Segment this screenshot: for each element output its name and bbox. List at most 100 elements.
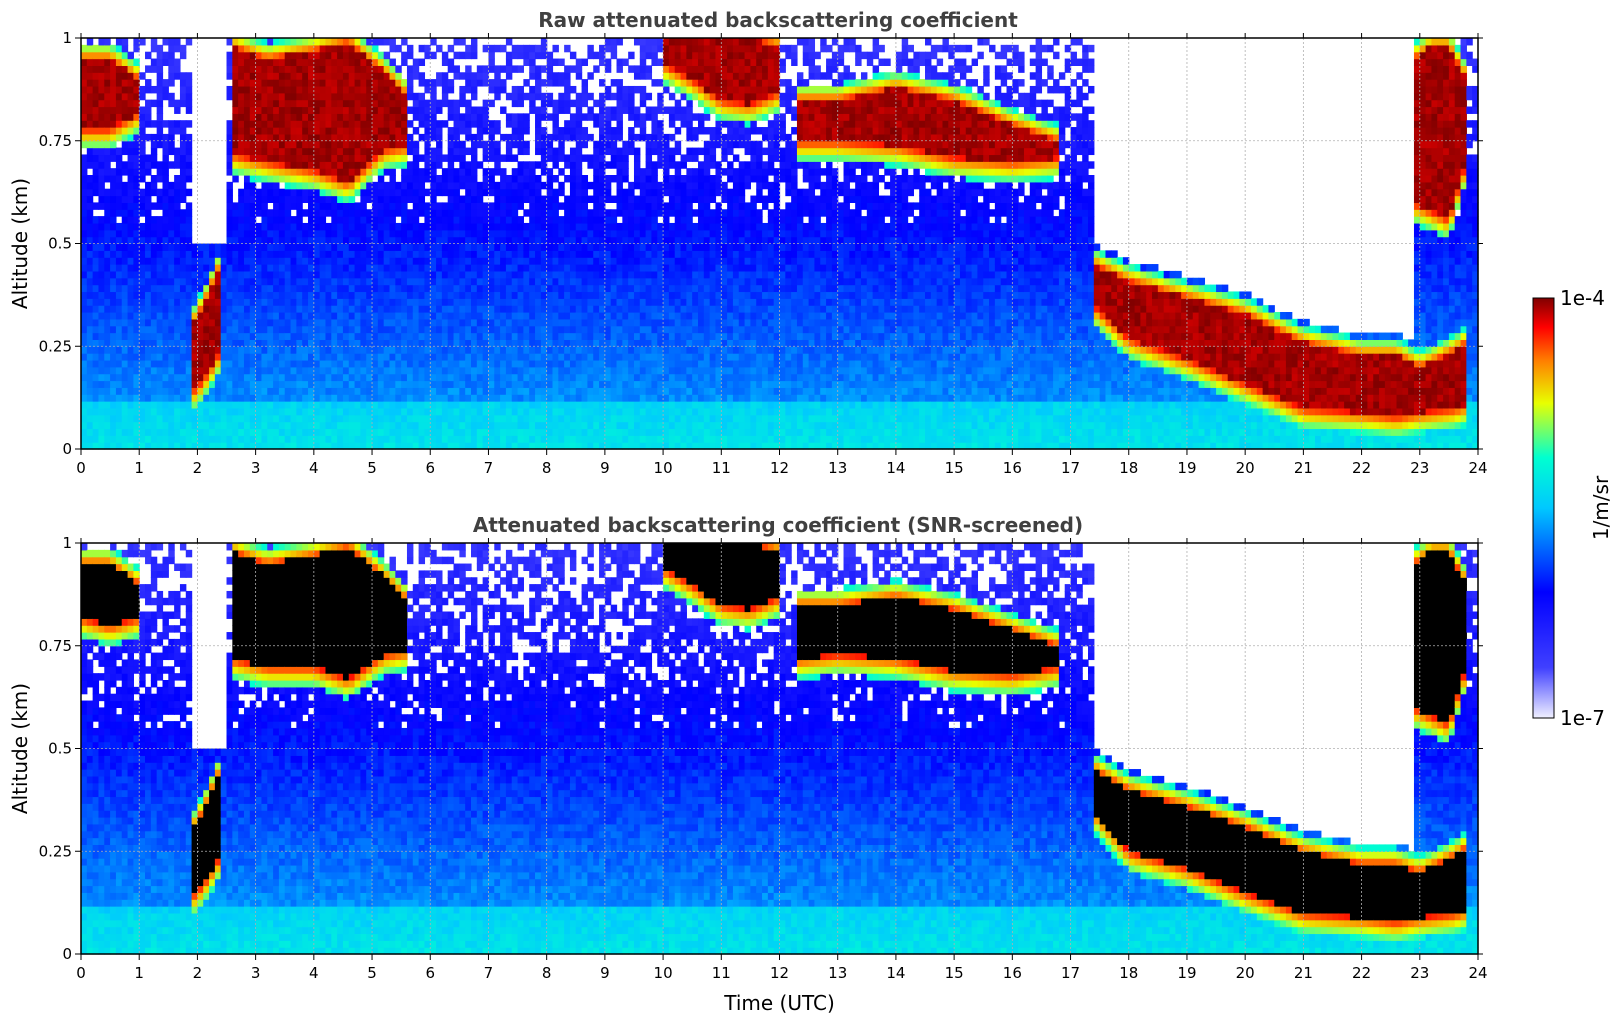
heatmap-cell <box>389 236 396 245</box>
heatmap-cell <box>511 127 519 135</box>
heatmap-cell <box>441 387 449 395</box>
heatmap-cell <box>453 312 460 320</box>
heatmap-cell <box>383 188 391 197</box>
heatmap-cell <box>238 332 245 340</box>
heatmap-cell <box>465 147 472 156</box>
heatmap-cell <box>325 332 332 340</box>
heatmap-cell <box>459 264 466 272</box>
heatmap-cell <box>104 51 111 60</box>
heatmap-cell <box>348 106 356 114</box>
heatmap-cell <box>529 325 536 334</box>
heatmap-cell <box>98 387 105 395</box>
heatmap-cell <box>599 428 606 436</box>
heatmap-cell <box>162 222 169 231</box>
heatmap-cell <box>278 264 286 272</box>
heatmap-cell <box>249 72 257 80</box>
heatmap-cell <box>441 229 449 238</box>
heatmap-cell <box>535 407 542 416</box>
heatmap-cell <box>296 346 303 354</box>
heatmap-cell <box>342 79 350 87</box>
heatmap-cell <box>418 99 426 108</box>
heatmap-cell <box>552 421 559 430</box>
heatmap-cell <box>308 366 315 375</box>
heatmap-cell <box>354 188 361 197</box>
heatmap-cell <box>86 401 94 409</box>
heatmap-cell <box>226 209 233 217</box>
heatmap-cell <box>436 106 443 114</box>
heatmap-cell <box>575 387 583 395</box>
heatmap-cell <box>593 188 600 197</box>
heatmap-cell <box>168 346 175 354</box>
heatmap-cell <box>465 243 472 251</box>
heatmap-cell <box>214 250 222 258</box>
heatmap-cell <box>430 216 437 224</box>
heatmap-cell <box>476 346 484 354</box>
heatmap-cell <box>127 353 134 361</box>
heatmap-cell <box>377 366 385 375</box>
heatmap-cell <box>569 99 577 108</box>
heatmap-cell <box>139 291 146 299</box>
heatmap-cell <box>406 106 414 114</box>
heatmap-cell <box>284 65 292 73</box>
heatmap-cell <box>220 435 228 443</box>
heatmap-cell <box>278 113 286 121</box>
heatmap-cell <box>174 270 181 279</box>
heatmap-cell <box>383 92 391 101</box>
heatmap-cell <box>226 257 233 265</box>
heatmap-cell <box>308 284 315 293</box>
heatmap-cell <box>366 236 373 245</box>
heatmap-cell <box>127 175 134 183</box>
heatmap-cell <box>593 394 600 402</box>
heatmap-cell <box>302 147 309 156</box>
heatmap-cell <box>290 284 297 293</box>
heatmap-cell <box>529 92 536 101</box>
heatmap-cell <box>494 442 501 450</box>
heatmap-cell <box>162 120 169 128</box>
heatmap-cell <box>261 270 268 279</box>
heatmap-cell <box>494 161 501 169</box>
heatmap-cell <box>302 318 309 327</box>
heatmap-cell <box>331 236 338 245</box>
heatmap-cell <box>145 284 152 293</box>
heatmap-cell <box>599 51 606 60</box>
heatmap-cell <box>290 222 297 231</box>
heatmap-cell <box>325 120 332 128</box>
heatmap-cell <box>179 325 187 334</box>
heatmap-cell <box>430 359 437 368</box>
heatmap-cell <box>616 229 623 238</box>
heatmap-cell <box>133 380 140 388</box>
heatmap-cell <box>174 414 181 423</box>
heatmap-cell <box>115 154 123 162</box>
heatmap-cell <box>121 270 129 279</box>
heatmap-cell <box>465 277 472 286</box>
heatmap-cell <box>214 243 222 251</box>
heatmap-cell <box>98 236 105 245</box>
heatmap-cell <box>430 161 437 169</box>
heatmap-cell <box>430 394 437 402</box>
heatmap-cell <box>360 373 367 382</box>
heatmap-cell <box>325 312 332 320</box>
heatmap-cell <box>540 414 548 423</box>
heatmap-cell <box>581 195 589 203</box>
heatmap-cell <box>348 140 356 149</box>
heatmap-cell <box>517 175 524 183</box>
heatmap-cell <box>377 318 385 327</box>
heatmap-cell <box>348 305 356 313</box>
heatmap-cell <box>395 127 402 135</box>
heatmap-cell <box>232 222 239 231</box>
heatmap-cell <box>517 387 524 395</box>
heatmap-cell <box>214 387 222 395</box>
heatmap-cell <box>209 264 216 272</box>
heatmap-cell <box>505 216 513 224</box>
heatmap-cell <box>139 154 146 162</box>
heatmap-cell <box>535 318 542 327</box>
heatmap-cell <box>145 435 152 443</box>
heatmap-cell <box>377 353 385 361</box>
heatmap-cell <box>430 387 437 395</box>
heatmap-cell <box>156 373 164 382</box>
heatmap-cell <box>156 168 164 176</box>
heatmap-cell <box>331 85 338 94</box>
heatmap-cell <box>511 181 519 190</box>
heatmap-cell <box>308 236 315 245</box>
heatmap-cell <box>110 127 117 135</box>
